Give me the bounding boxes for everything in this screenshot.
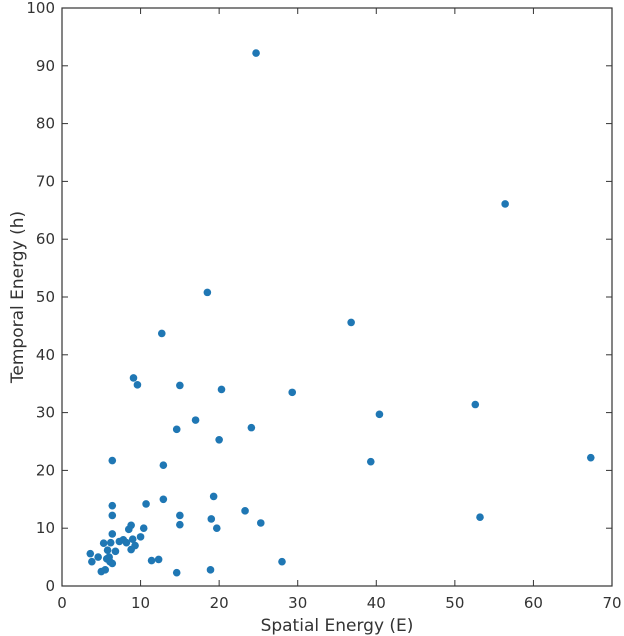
data-point — [108, 559, 117, 568]
data-point — [127, 521, 135, 530]
y-tick-label: 0 — [45, 577, 55, 595]
data-point — [471, 400, 480, 409]
y-tick-label: 70 — [36, 172, 55, 190]
x-tick-label: 50 — [445, 594, 464, 612]
data-point — [217, 385, 226, 394]
y-tick-label: 80 — [36, 115, 55, 133]
y-tick-label: 50 — [36, 288, 55, 306]
y-tick-label: 10 — [36, 519, 55, 537]
data-point — [288, 388, 297, 397]
data-point — [131, 541, 139, 550]
data-point — [366, 457, 375, 466]
data-point — [172, 568, 181, 577]
data-point — [133, 381, 142, 389]
data-point — [256, 519, 265, 527]
data-point — [207, 515, 216, 523]
y-tick-label: 20 — [36, 461, 55, 479]
y-tick-label: 40 — [36, 346, 55, 364]
data-point — [129, 374, 138, 382]
y-tick-label: 30 — [36, 404, 55, 422]
data-point — [176, 511, 184, 520]
axis-ticks: 0 10 20 30 40 50 60 70 0 10 20 30 40 50 60 70 80 90 100 — [26, 0, 621, 612]
data-point — [176, 520, 184, 529]
data-point — [147, 556, 156, 565]
x-tick-label: 30 — [288, 594, 307, 612]
data-point — [247, 423, 256, 432]
data-point — [101, 566, 110, 574]
x-tick-label: 70 — [602, 594, 621, 612]
data-point — [172, 425, 181, 434]
y-tick-label: 100 — [26, 0, 55, 17]
x-tick-label: 40 — [367, 594, 386, 612]
data-point — [476, 513, 484, 522]
data-points — [86, 49, 595, 577]
data-point — [106, 538, 115, 547]
data-point — [88, 557, 96, 566]
data-point — [94, 553, 102, 561]
data-point — [86, 549, 95, 558]
y-tick-label: 90 — [36, 57, 55, 75]
data-point — [128, 535, 137, 543]
data-point — [159, 495, 168, 504]
x-tick-label: 10 — [131, 594, 150, 612]
data-point — [586, 453, 595, 462]
data-point — [191, 416, 200, 424]
x-tick-label: 60 — [524, 594, 543, 612]
data-point — [103, 546, 112, 554]
data-point — [108, 501, 117, 510]
data-point — [136, 533, 145, 541]
x-tick-label: 20 — [210, 594, 229, 612]
data-point — [212, 524, 221, 532]
data-point — [99, 539, 108, 548]
data-point — [108, 456, 117, 465]
data-point — [252, 49, 260, 57]
data-point — [154, 555, 163, 564]
y-tick-label: 60 — [36, 230, 55, 248]
data-point — [159, 461, 168, 469]
x-tick-label: 0 — [57, 594, 67, 612]
data-point — [108, 511, 117, 520]
data-point — [108, 530, 117, 538]
y-axis-title: Temporal Energy (h) — [8, 211, 28, 384]
data-point — [157, 329, 166, 338]
data-point — [241, 507, 249, 515]
data-point — [111, 547, 120, 556]
data-point — [278, 557, 286, 566]
data-point — [122, 538, 131, 547]
data-point — [375, 410, 384, 419]
data-point — [139, 524, 148, 532]
data-point — [206, 566, 215, 574]
data-point — [203, 288, 212, 297]
data-point — [209, 492, 218, 501]
data-point — [347, 318, 355, 327]
plot-frame — [61, 7, 613, 587]
x-axis-title: Spatial Energy (E) — [261, 616, 414, 636]
data-point — [176, 381, 184, 390]
data-point — [501, 200, 509, 208]
data-point — [215, 435, 223, 444]
data-point — [142, 500, 150, 508]
